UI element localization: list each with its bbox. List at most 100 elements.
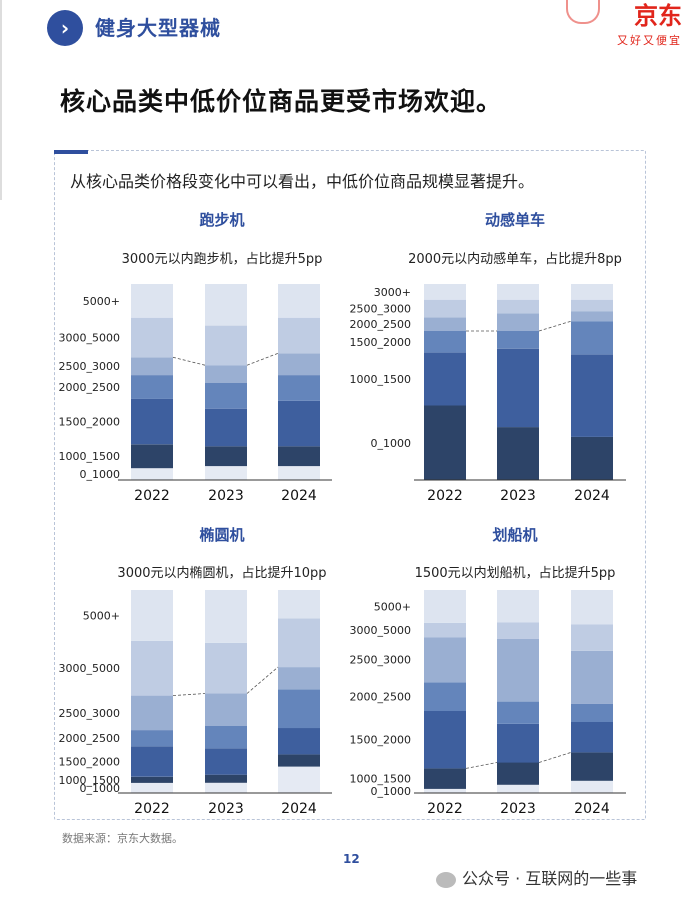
page-header: › 健身大型器械 京东 又好又便宜 bbox=[0, 0, 700, 60]
chart-subtitle: 1500元以内划船机，占比提升5pp bbox=[415, 565, 616, 581]
x-tick-label: 2023 bbox=[500, 801, 536, 817]
segment-label: 5000+ bbox=[374, 600, 411, 613]
bar-segment-1000_1500 bbox=[205, 774, 247, 783]
bar-segment-1500_2000 bbox=[131, 746, 173, 777]
bar-segment-1000_1500 bbox=[497, 762, 539, 785]
x-tick-label: 2022 bbox=[427, 488, 463, 504]
segment-label: 2500_3000 bbox=[59, 360, 121, 373]
segment-label: 1500_2000 bbox=[350, 336, 412, 349]
segment-label: 3000_5000 bbox=[59, 332, 121, 345]
segment-label: 2500_3000 bbox=[59, 707, 121, 720]
x-tick-label: 2023 bbox=[208, 801, 244, 817]
bar-segment-5000+ bbox=[205, 284, 247, 326]
bar-segment-0_1000 bbox=[497, 784, 539, 793]
x-tick-label: 2023 bbox=[208, 488, 244, 504]
segment-label: 3000+ bbox=[374, 286, 411, 299]
bar-segment-1500_2000 bbox=[278, 400, 320, 447]
watermark-text: 公众号 · 互联网的一些事 bbox=[462, 869, 638, 888]
bar-segment-2000_2500 bbox=[571, 703, 613, 722]
bar-segment-1000_1500 bbox=[205, 446, 247, 467]
brand-logo: 京东 bbox=[634, 2, 682, 30]
bar-segment-5000+ bbox=[131, 284, 173, 318]
chart-title: 划船机 bbox=[492, 526, 537, 544]
chart-panel bbox=[54, 150, 646, 820]
bar-segment-1500_2000 bbox=[424, 711, 466, 769]
bar-segment-3000_5000 bbox=[571, 624, 613, 651]
trend-connector bbox=[172, 352, 279, 366]
segment-label: 2000_2500 bbox=[59, 381, 121, 394]
bar-segment-1000_1500 bbox=[278, 754, 320, 767]
bar-segment-5000+ bbox=[424, 590, 466, 623]
x-tick-label: 2022 bbox=[134, 488, 170, 504]
bar-segment-1500_2000 bbox=[497, 724, 539, 763]
bar-segment-2500_3000 bbox=[131, 357, 173, 376]
segment-label: 5000+ bbox=[83, 609, 120, 622]
x-tick-label: 2022 bbox=[427, 801, 463, 817]
chart-subtitle: 2000元以内动感单车，占比提升8pp bbox=[408, 251, 622, 267]
bar-segment-2000_2500 bbox=[278, 689, 320, 729]
bar-segment-1000_1500 bbox=[424, 352, 466, 406]
bar-segment-2000_2500 bbox=[571, 311, 613, 322]
segment-label: 1000_1500 bbox=[59, 774, 121, 787]
bar-segment-1500_2000 bbox=[571, 722, 613, 753]
segment-label: 0_1000 bbox=[80, 782, 121, 795]
page-number: 12 bbox=[343, 852, 360, 866]
segment-label: 1000_1500 bbox=[350, 773, 412, 786]
bar-segment-2500_3000 bbox=[497, 638, 539, 702]
segment-label: 1000_1500 bbox=[59, 450, 121, 463]
trend-connector bbox=[465, 752, 572, 769]
bar-segment-1000_1500 bbox=[497, 348, 539, 428]
bar-segment-3000_5000 bbox=[205, 642, 247, 694]
x-tick-label: 2023 bbox=[500, 488, 536, 504]
bar-segment-2500_3000 bbox=[424, 299, 466, 318]
bar-segment-1000_1500 bbox=[131, 444, 173, 469]
bar-segment-2500_3000 bbox=[424, 637, 466, 683]
bar-segment-1500_2000 bbox=[205, 748, 247, 775]
bar-segment-1500_2000 bbox=[424, 331, 466, 353]
bar-segment-3000_5000 bbox=[205, 325, 247, 366]
trend-connector bbox=[466, 320, 572, 332]
bar-segment-3000_5000 bbox=[131, 640, 173, 696]
wechat-icon bbox=[436, 871, 456, 888]
chart-3: 椭圆机 3000元以内椭圆机，占比提升10pp 2022 2023 2024 0_1000… bbox=[59, 526, 332, 817]
bar-segment-2500_3000 bbox=[278, 353, 320, 376]
bar-segment-0_1000 bbox=[278, 466, 320, 480]
bar-segment-1000_1500 bbox=[424, 768, 466, 789]
segment-label: 5000+ bbox=[83, 295, 120, 308]
bar-segment-0_1000 bbox=[497, 427, 539, 480]
bar-segment-2500_3000 bbox=[497, 299, 539, 314]
panel-accent bbox=[54, 150, 88, 154]
bar-segment-2500_3000 bbox=[571, 650, 613, 704]
bar-segment-5000+ bbox=[278, 590, 320, 619]
x-tick-label: 2024 bbox=[574, 801, 610, 817]
bar-segment-1500_2000 bbox=[205, 408, 247, 447]
bar-segment-2500_3000 bbox=[571, 299, 613, 312]
bar-segment-2500_3000 bbox=[205, 693, 247, 726]
segment-label: 2000_2500 bbox=[350, 691, 412, 704]
page-edge bbox=[0, 0, 2, 200]
bar-segment-1000_1500 bbox=[131, 776, 173, 783]
bar-segment-0_1000 bbox=[424, 405, 466, 480]
segment-label: 2500_3000 bbox=[350, 654, 412, 667]
bar-segment-2000_2500 bbox=[205, 726, 247, 749]
bar-segment-1000_1500 bbox=[571, 752, 613, 781]
page-headline: 核心品类中低价位商品更受市场欢迎。 bbox=[60, 87, 503, 116]
bar-segment-3000+ bbox=[571, 284, 613, 300]
chart-title: 动感单车 bbox=[485, 211, 545, 229]
segment-label: 0_1000 bbox=[371, 785, 412, 798]
segment-label: 1500_2000 bbox=[350, 734, 412, 747]
bar-segment-1000_1500 bbox=[571, 354, 613, 437]
chart-subtitle: 3000元以内椭圆机，占比提升10pp bbox=[117, 565, 326, 581]
bar-segment-3000_5000 bbox=[131, 317, 173, 358]
segment-label: 2500_3000 bbox=[350, 303, 412, 316]
segment-label: 2000_2500 bbox=[350, 318, 412, 331]
mascot-icon bbox=[566, 0, 600, 24]
bar-segment-0_1000 bbox=[205, 466, 247, 480]
bar-segment-2000_2500 bbox=[131, 375, 173, 399]
segment-label: 0_1000 bbox=[80, 468, 121, 481]
bar-segment-5000+ bbox=[131, 590, 173, 641]
bar-segment-3000_5000 bbox=[278, 618, 320, 668]
bar-segment-3000_5000 bbox=[497, 622, 539, 639]
chart-title: 椭圆机 bbox=[199, 526, 244, 544]
